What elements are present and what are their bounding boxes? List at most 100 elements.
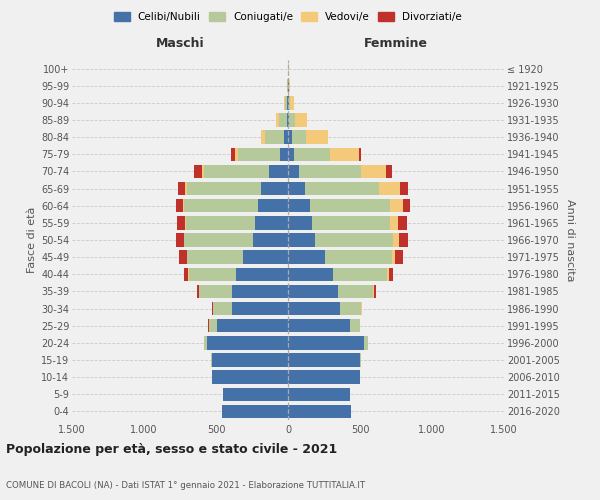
Bar [386,164,392,178]
Bar [208,336,288,349]
Bar [292,130,306,144]
Bar [179,250,187,264]
Bar [288,164,299,178]
Bar [388,268,389,281]
Bar [287,96,288,110]
Bar [288,199,310,212]
Bar [364,336,368,349]
Bar [316,234,393,246]
Bar [294,148,330,161]
Bar [176,216,185,230]
Bar [187,250,244,264]
Bar [400,182,407,196]
Bar [178,182,185,196]
Bar [373,284,374,298]
Y-axis label: Anni di nascita: Anni di nascita [565,198,575,281]
Bar [232,302,288,316]
Bar [205,164,269,178]
Bar [288,319,350,332]
Bar [184,268,188,281]
Bar [289,79,290,92]
Bar [361,164,386,178]
Bar [338,284,373,298]
Bar [194,164,202,178]
Bar [288,354,360,366]
Bar [187,182,260,196]
Bar [176,234,184,246]
Bar [212,354,288,366]
Bar [325,250,392,264]
Bar [217,319,288,332]
Legend: Celibi/Nubili, Coniugati/e, Vedovi/e, Divorziati/e: Celibi/Nubili, Coniugati/e, Vedovi/e, Di… [110,8,466,26]
Bar [223,388,288,401]
Bar [389,216,398,230]
Bar [305,182,379,196]
Bar [213,302,232,316]
Text: COMUNE DI BACOLI (NA) - Dati ISTAT 1° gennaio 2021 - Elaborazione TUTTITALIA.IT: COMUNE DI BACOLI (NA) - Dati ISTAT 1° ge… [6,480,365,490]
Bar [202,164,205,178]
Bar [395,250,403,264]
Bar [232,284,288,298]
Bar [288,302,340,316]
Text: Popolazione per età, sesso e stato civile - 2021: Popolazione per età, sesso e stato civil… [6,442,337,456]
Bar [197,284,199,298]
Y-axis label: Fasce di età: Fasce di età [26,207,37,273]
Bar [211,354,212,366]
Bar [379,182,400,196]
Bar [269,164,288,178]
Text: Maschi: Maschi [155,36,205,50]
Bar [289,96,290,110]
Bar [188,268,236,281]
Bar [288,130,292,144]
Bar [306,130,328,144]
Bar [253,234,288,246]
Bar [288,96,289,110]
Bar [262,130,265,144]
Bar [312,216,389,230]
Bar [332,268,388,281]
Bar [299,164,361,178]
Bar [288,234,316,246]
Bar [265,130,284,144]
Bar [350,319,360,332]
Bar [280,148,288,161]
Bar [310,199,389,212]
Bar [185,182,187,196]
Bar [212,302,213,316]
Bar [403,199,410,212]
Bar [222,404,288,418]
Bar [209,319,217,332]
Bar [184,234,253,246]
Bar [260,182,288,196]
Bar [184,199,258,212]
Bar [288,250,325,264]
Bar [392,250,395,264]
Bar [359,148,361,161]
Bar [288,148,294,161]
Bar [398,216,407,230]
Bar [374,284,376,298]
Bar [288,284,338,298]
Bar [295,114,307,126]
Bar [288,268,332,281]
Bar [340,302,361,316]
Bar [238,148,280,161]
Bar [330,148,359,161]
Bar [289,114,295,126]
Bar [290,96,294,110]
Bar [199,284,232,298]
Bar [288,388,350,401]
Bar [288,114,289,126]
Bar [288,182,305,196]
Bar [288,404,352,418]
Bar [399,234,408,246]
Bar [186,216,255,230]
Bar [278,114,287,126]
Bar [236,268,288,281]
Bar [287,114,288,126]
Bar [176,199,183,212]
Bar [288,336,364,349]
Bar [258,199,288,212]
Bar [231,148,235,161]
Bar [389,268,393,281]
